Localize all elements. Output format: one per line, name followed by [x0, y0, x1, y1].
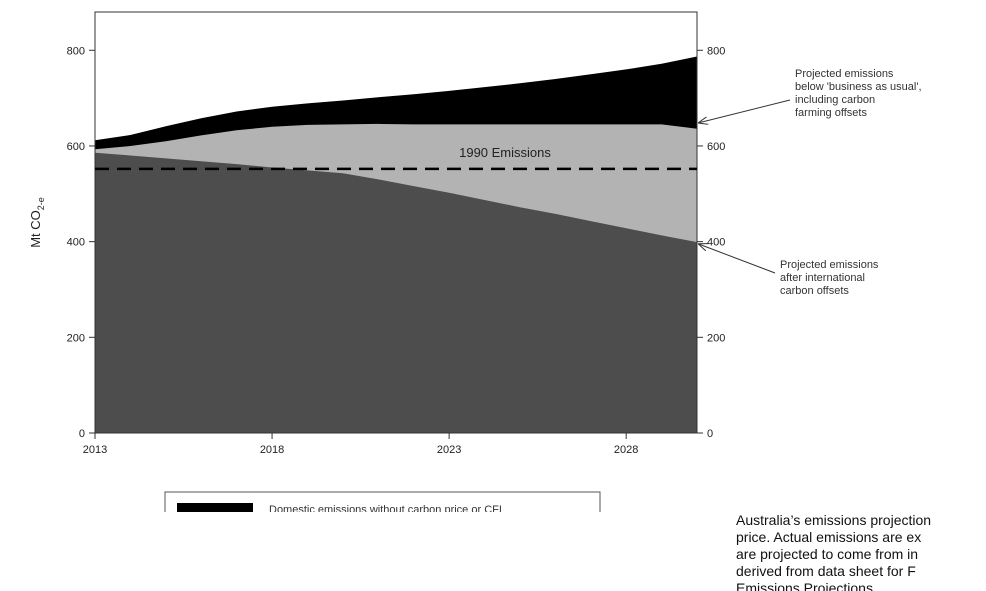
axes-group: 0 0 200 200 400 400 600 600 800 800 2013 2018 2023 20…	[28, 11, 725, 456]
y-tick-label-right: 200	[707, 332, 725, 344]
x-tick-label: 2013	[83, 444, 107, 456]
figure-caption: Australia’s emissions projection price. …	[736, 512, 986, 591]
y-tick-label-right: 800	[707, 45, 725, 57]
legend-box	[164, 491, 601, 512]
annotation-arrow-0	[699, 99, 791, 123]
legend-label-0: Domestic emissions without carbon price …	[269, 504, 502, 512]
x-tick-label: 2023	[437, 444, 461, 456]
caption-line: derived from data sheet for F	[736, 563, 916, 579]
emissions-chart: 0 0 200 200 400 400 600 600 800 800 2013 2018 2023 20…	[28, 11, 922, 512]
x-tick-label: 2018	[260, 444, 284, 456]
plot-frame	[94, 11, 698, 434]
y-axis-label: Mt CO2-e	[28, 197, 46, 248]
area-series-group	[95, 56, 697, 434]
y-tick-label-left: 600	[67, 141, 85, 153]
x-tick-label: 2028	[614, 444, 638, 456]
annotations-group: Projected emissions below 'business as us…	[699, 68, 922, 297]
caption-line: price. Actual emissions are ex	[736, 529, 922, 545]
y-tick-label-right: 0	[707, 428, 713, 440]
y-tick-label-left: 0	[79, 428, 85, 440]
caption-line: Australia’s emissions projection	[736, 512, 932, 528]
area-series-0	[95, 152, 697, 433]
y-tick-label-left: 800	[67, 45, 85, 57]
reference-line-group: 1990 Emissions	[95, 145, 697, 171]
y-tick-label-left: 200	[67, 332, 85, 344]
caption-line: are projected to come from in	[736, 546, 919, 562]
legend-swatch-0	[177, 503, 253, 512]
caption-line: Emissions Projections	[736, 580, 873, 591]
annotation-text-1: Projected emissions after international ca…	[780, 259, 879, 297]
reference-line-label: 1990 Emissions	[459, 145, 551, 160]
annotation-arrow-1	[699, 244, 776, 274]
annotation-text-0: Projected emissions below 'business as us…	[795, 68, 922, 119]
legend: Domestic emissions without carbon price …	[164, 491, 601, 512]
y-tick-label-left: 400	[67, 237, 85, 249]
y-tick-label-right: 400	[707, 237, 725, 249]
y-tick-label-right: 600	[707, 141, 725, 153]
